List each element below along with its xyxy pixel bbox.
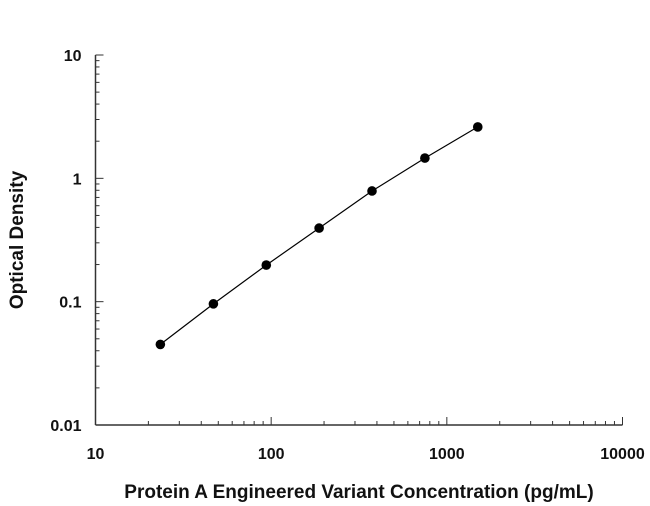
x-tick-label: 100 bbox=[258, 446, 285, 463]
x-tick-label: 10000 bbox=[600, 446, 645, 463]
y-tick-label: 0.1 bbox=[59, 295, 81, 312]
x-tick-label: 1000 bbox=[429, 446, 465, 463]
y-tick-label: 10 bbox=[64, 48, 82, 65]
data-point bbox=[367, 186, 377, 196]
tick-labels: 10 100 1000 10000 0.01 0.1 1 10 bbox=[50, 48, 644, 463]
data-points bbox=[155, 122, 483, 350]
data-point bbox=[314, 223, 324, 233]
x-axis-title: Protein A Engineered Variant Concentrati… bbox=[124, 482, 593, 503]
y-tick-label: 1 bbox=[73, 171, 82, 188]
y-tick-label: 0.01 bbox=[50, 418, 81, 435]
data-point bbox=[472, 122, 483, 132]
data-point bbox=[208, 299, 219, 309]
data-point bbox=[261, 260, 272, 270]
y-axis-title: Optical Density bbox=[7, 170, 28, 309]
data-point bbox=[420, 153, 430, 163]
fit-curve bbox=[160, 126, 479, 345]
axes bbox=[94, 54, 623, 426]
data-point bbox=[155, 339, 166, 350]
x-tick-label: 10 bbox=[87, 446, 105, 463]
